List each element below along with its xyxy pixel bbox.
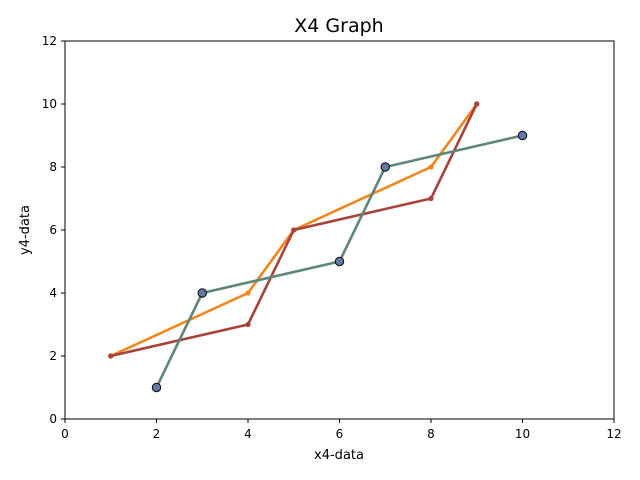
series-2 <box>108 101 480 359</box>
x-axis-label: x4-data <box>314 448 364 463</box>
y-tick-label: 8 <box>49 160 57 174</box>
data-point <box>334 256 345 267</box>
y-tick-label: 6 <box>49 223 57 237</box>
data-point <box>245 290 251 296</box>
data-point <box>428 195 434 202</box>
data-point <box>197 288 208 298</box>
chart-title: X4 Graph <box>294 15 383 37</box>
x-tick-label: 8 <box>427 427 435 441</box>
plot-frame <box>64 40 615 420</box>
data-point <box>108 353 114 359</box>
x-tick-label: 4 <box>244 427 252 441</box>
data-point <box>151 382 162 393</box>
y-axis-ticks: 0 2 4 6 8 10 12 <box>42 34 65 426</box>
series-layer <box>108 101 528 393</box>
data-point <box>245 321 251 328</box>
x-tick-label: 0 <box>61 427 69 441</box>
y-tick-label: 0 <box>49 412 57 426</box>
x-tick-label: 10 <box>515 427 530 441</box>
y-tick-label: 10 <box>42 97 57 111</box>
x-tick-label: 2 <box>153 427 161 441</box>
y-tick-label: 2 <box>49 349 57 363</box>
y-tick-label: 12 <box>42 34 57 48</box>
y-tick-label: 4 <box>49 286 57 300</box>
data-point <box>380 162 390 172</box>
x-tick-label: 6 <box>336 427 344 441</box>
data-point <box>291 227 297 233</box>
series-3 <box>151 130 528 393</box>
data-point <box>428 164 434 170</box>
data-point <box>474 101 480 107</box>
x-tick-label: 12 <box>606 427 621 441</box>
y-axis-label: y4-data <box>18 205 33 255</box>
data-point <box>517 130 528 141</box>
x-axis-ticks: 0 2 4 6 8 10 12 <box>61 419 622 441</box>
